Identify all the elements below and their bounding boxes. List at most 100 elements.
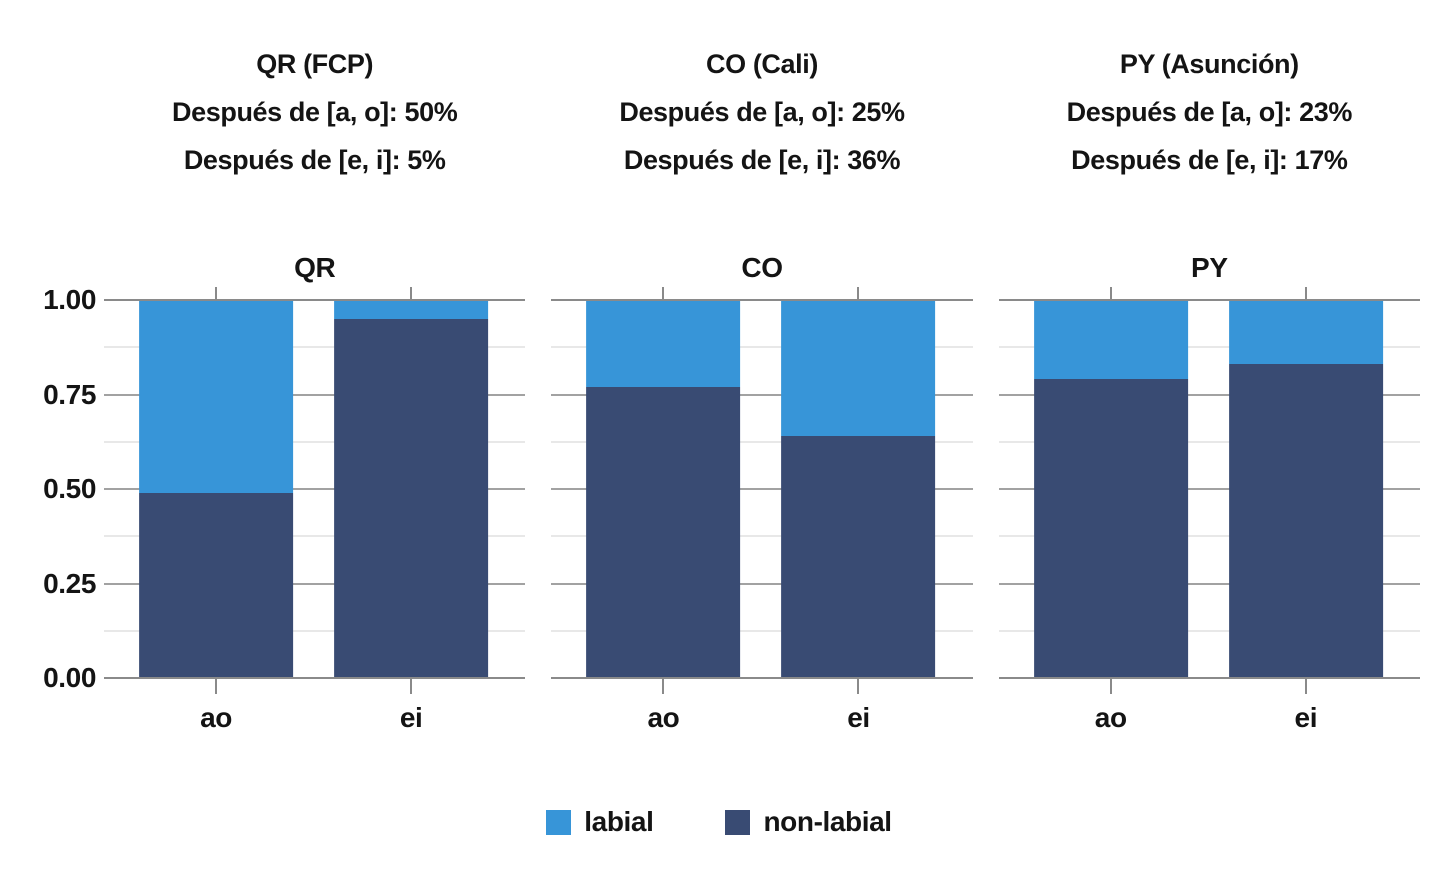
panel-py: PY ao ei [998,210,1420,744]
header-title-qr: QR (FCP) [256,49,374,79]
stacked-bar-ao [586,300,741,678]
axis-line-bottom [104,677,526,679]
axis-tick-top [1304,287,1307,300]
bar-segment-labial [586,300,741,387]
header-title-py: PY (Asunción) [1119,49,1299,79]
panel-header-qr: QR (FCP) Después de [a, o]: 50% Después … [104,40,525,184]
bar-segment-non-labial [1033,379,1188,678]
legend-item-labial: labial [546,806,654,838]
y-tick-label: 0.25 [43,567,96,599]
bar-segment-labial [1228,300,1383,365]
y-tick-label: 0.75 [43,378,96,410]
gridline-major [104,393,526,396]
gridline-minor [998,441,1420,443]
axis-line-top [551,299,973,301]
gridline-major [104,582,526,585]
axis-line-bottom [998,677,1420,679]
axis-line-top [104,299,526,301]
axis-tick-bottom [857,678,860,694]
headers-row: QR (FCP) Después de [a, o]: 50% Después … [0,0,1438,184]
gridline-major [551,488,973,490]
y-tick-label: 1.00 [43,284,96,315]
legend-item-non-labial: non-labial [725,806,892,838]
legend-label-non-labial: non-labial [763,806,892,837]
axis-line-bottom [551,677,973,679]
header-line-ei-py: Después de [e, i]: 17% [1071,145,1348,175]
gridline-major [104,488,526,490]
header-line-ao-qr: Después de [a, o]: 50% [172,97,458,127]
x-axis-labels-qr: ao ei [104,678,525,744]
bar-segment-non-labial [1228,364,1383,678]
header-line-ei-qr: Después de [e, i]: 5% [183,145,446,175]
category-label-ei: ei [1294,702,1318,733]
gridline-minor [551,441,973,443]
y-axis-labels: 1.00 0.75 0.50 0.25 0.00 [0,286,104,692]
panel-header-py: PY (Asunción) Después de [a, o]: 23% Des… [999,40,1420,184]
category-label-ao: ao [200,702,233,733]
axis-tick-bottom [1109,678,1112,694]
bar-segment-labial [334,300,489,319]
legend-label-labial: labial [584,806,654,837]
gridline-minor [104,346,526,348]
gridline-minor [104,535,526,537]
gridline-major [998,393,1420,396]
stacked-bar-ei [334,300,489,678]
gridline-minor [551,346,973,348]
x-axis-labels-co: ao ei [551,678,972,744]
stacked-bar-ao [139,300,293,678]
bar-segment-labial [1033,300,1188,380]
gridline-major [551,582,973,585]
category-label-ao: ao [647,702,680,733]
panel-qr: QR ao ei [104,210,526,744]
header-line-ao-co: Después de [a, o]: 25% [619,97,905,127]
column-gap [525,40,551,184]
axis-tick-top [857,287,860,300]
gridline-minor [104,630,526,632]
non-labial-swatch-icon [725,809,751,835]
header-title-co: CO (Cali) [706,49,818,79]
panel-header-co: CO (Cali) Después de [a, o]: 25% Después… [551,40,972,184]
axis-tick-bottom [410,678,413,694]
header-line-ei-co: Después de [e, i]: 36% [623,145,901,175]
panel-title-co: CO [741,252,783,283]
y-tick-label: 0.00 [43,662,96,693]
gridline-minor [998,535,1420,537]
axis-line-top [998,299,1420,301]
labial-swatch-icon [546,809,572,835]
stacked-bar-ao [1033,300,1188,678]
column-gap [525,210,551,744]
gridline-minor [104,441,526,443]
panel-co: CO ao ei [551,210,973,744]
axis-tick-bottom [1304,678,1307,694]
axis-tick-bottom [215,678,218,694]
category-label-ei: ei [399,702,423,733]
axis-tick-bottom [662,678,665,694]
gridline-minor [551,630,973,632]
y-tick-label: 0.50 [43,473,96,504]
x-axis-labels-py: ao ei [999,678,1420,744]
gridline-minor [998,630,1420,632]
bar-segment-labial [139,300,293,493]
stacked-bar-ei [1228,300,1383,678]
category-label-ei: ei [847,702,870,733]
panel-title-py: PY [1191,252,1228,283]
gridline-minor [998,346,1420,348]
axis-tick-top [215,287,218,300]
column-gap [973,210,999,744]
bar-segment-non-labial [586,386,741,678]
axis-tick-top [1109,287,1112,300]
plot-area-py [998,287,1420,694]
plot-area-co [551,287,973,694]
plot-area-qr [104,287,526,694]
gridline-major [998,488,1420,490]
axis-tick-top [662,287,665,300]
gridline-minor [551,535,973,537]
stacked-bar-ei [781,300,936,678]
gridline-major [551,393,973,396]
bar-segment-non-labial [139,492,293,678]
bar-segment-labial [781,300,936,437]
gridline-major [998,582,1420,585]
column-gap [973,40,999,184]
axis-spacer [0,40,104,184]
